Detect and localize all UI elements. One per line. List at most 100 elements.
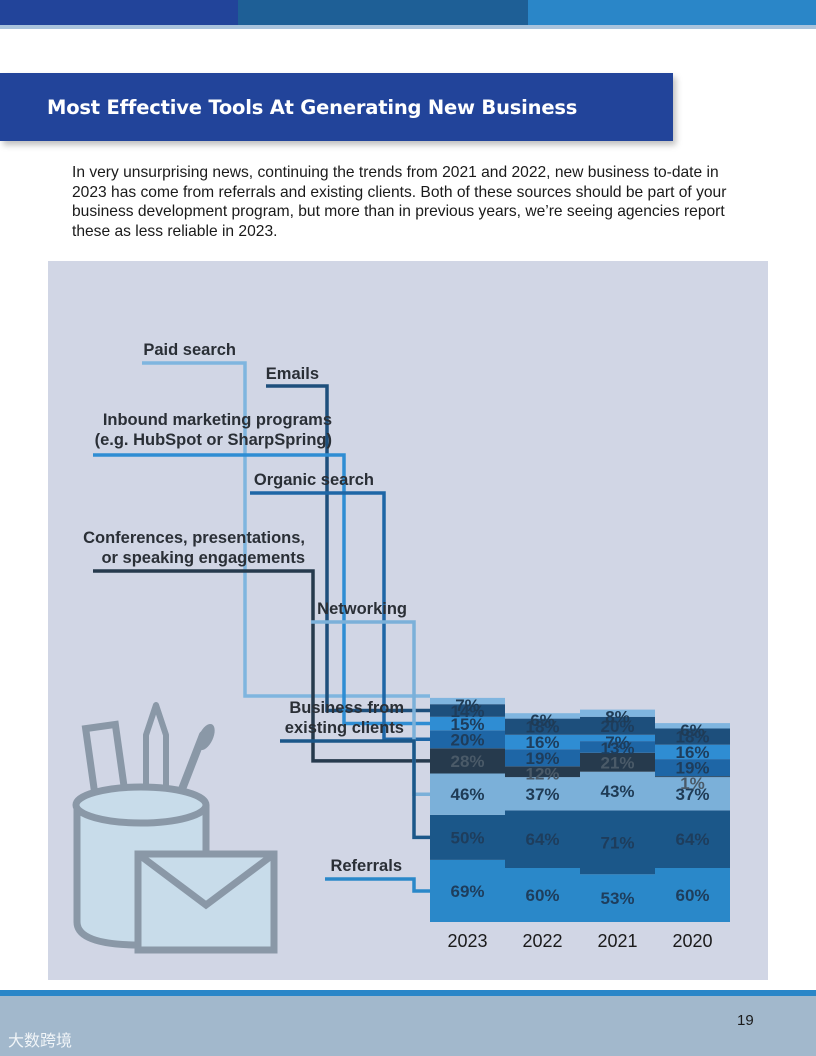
data-label: 16% — [525, 733, 559, 752]
data-label: 19% — [675, 759, 709, 778]
data-label: 13% — [600, 739, 634, 758]
data-label: 7% — [455, 696, 480, 715]
bar-segment — [505, 749, 580, 767]
data-label: 7% — [605, 733, 630, 752]
x-tick-label: 2021 — [597, 931, 637, 951]
legend-label: Conferences, presentations, — [83, 529, 305, 547]
legend-label: (e.g. HubSpot or SharpSpring) — [95, 431, 332, 449]
section-title: Most Effective Tools At Generating New B… — [47, 96, 578, 119]
bar-segment — [655, 728, 730, 745]
bar-segment — [505, 718, 580, 735]
data-label: 16% — [675, 743, 709, 762]
data-label: 6% — [530, 711, 555, 730]
bar-segment — [430, 697, 505, 705]
bar-segment — [505, 868, 580, 922]
pencil-cup-envelope-icon — [72, 702, 278, 954]
legend-label: Business from — [289, 699, 404, 717]
bar-segment — [505, 777, 580, 811]
bar-segment — [505, 734, 580, 750]
data-label: 43% — [600, 782, 634, 801]
x-tick-label: 2022 — [522, 931, 562, 951]
data-label: 1% — [680, 774, 705, 793]
legend-label: existing clients — [285, 719, 404, 737]
legend-leader-line — [142, 361, 430, 698]
legend-leader-line — [325, 877, 430, 893]
data-label: 18% — [675, 728, 709, 747]
data-label: 8% — [605, 708, 630, 727]
bar-segment — [655, 759, 730, 777]
bar-segment — [580, 810, 655, 875]
legend-leader-line — [93, 453, 430, 726]
bar-segment — [580, 752, 655, 772]
bar-segment — [430, 730, 505, 749]
watermark: 大数跨境 — [8, 1031, 73, 1050]
data-label: 14% — [450, 702, 484, 721]
legend-leader-line — [93, 569, 430, 763]
bar-segment — [580, 734, 655, 742]
intro-paragraph: In very unsurprising news, continuing th… — [72, 164, 727, 240]
bar-segment — [430, 716, 505, 731]
bar-segment — [430, 773, 505, 815]
legend-label: Networking — [317, 600, 407, 618]
legend-label: Referrals — [330, 857, 402, 875]
data-label: 60% — [675, 886, 709, 905]
page-number: 19 — [737, 1012, 754, 1029]
bar-segment — [505, 713, 580, 719]
footer-bar — [0, 990, 816, 1056]
footer-accent-line — [0, 990, 816, 996]
top-bar-segment-1 — [0, 0, 238, 25]
data-label: 37% — [675, 785, 709, 804]
data-label: 53% — [600, 889, 634, 908]
bar-segment — [430, 814, 505, 860]
data-label: 6% — [680, 721, 705, 740]
bar-segment — [430, 704, 505, 717]
legend-label: Emails — [266, 365, 319, 383]
bar-segment — [580, 874, 655, 922]
bar-segment — [655, 744, 730, 760]
data-label: 28% — [450, 752, 484, 771]
bar-segment — [580, 716, 655, 735]
data-label: 20% — [600, 717, 634, 736]
data-label: 64% — [675, 830, 709, 849]
bar-segment — [580, 741, 655, 753]
legend-label: or speaking engagements — [101, 549, 305, 567]
data-label: 18% — [525, 718, 559, 737]
data-label: 12% — [525, 764, 559, 783]
data-label: 19% — [525, 749, 559, 768]
data-label: 50% — [450, 828, 484, 847]
bar-segment — [505, 766, 580, 778]
bar-segment — [580, 709, 655, 717]
top-bar-segment-3 — [528, 0, 816, 25]
bar-segment — [430, 859, 505, 922]
bar-segment — [655, 776, 730, 778]
data-label: 60% — [525, 886, 559, 905]
section-banner — [0, 73, 673, 141]
bar-segment — [505, 810, 580, 868]
x-tick-label: 2023 — [447, 931, 487, 951]
data-label: 37% — [525, 785, 559, 804]
legend-label: Inbound marketing programs — [103, 411, 332, 429]
legend-label: Organic search — [254, 471, 374, 489]
legend-leader-line — [266, 384, 430, 713]
data-label: 20% — [450, 730, 484, 749]
data-label: 64% — [525, 830, 559, 849]
data-label: 21% — [600, 753, 634, 772]
bar-segment — [655, 868, 730, 922]
top-color-bar — [0, 0, 816, 29]
legend-label: Paid search — [143, 341, 236, 359]
bar-segment — [655, 777, 730, 811]
legend-leader-line — [311, 620, 430, 796]
top-bar-segment-2 — [238, 0, 528, 25]
bar-segment — [655, 810, 730, 868]
data-label: 46% — [450, 785, 484, 804]
data-label: 69% — [450, 882, 484, 901]
data-label: 71% — [600, 833, 634, 852]
bar-segment — [580, 771, 655, 811]
x-tick-label: 2020 — [672, 931, 712, 951]
top-bar-underline — [0, 25, 816, 29]
legend-leader-line — [280, 739, 430, 840]
bar-segment — [655, 723, 730, 729]
data-label: 15% — [450, 715, 484, 734]
bar-segment — [430, 748, 505, 774]
